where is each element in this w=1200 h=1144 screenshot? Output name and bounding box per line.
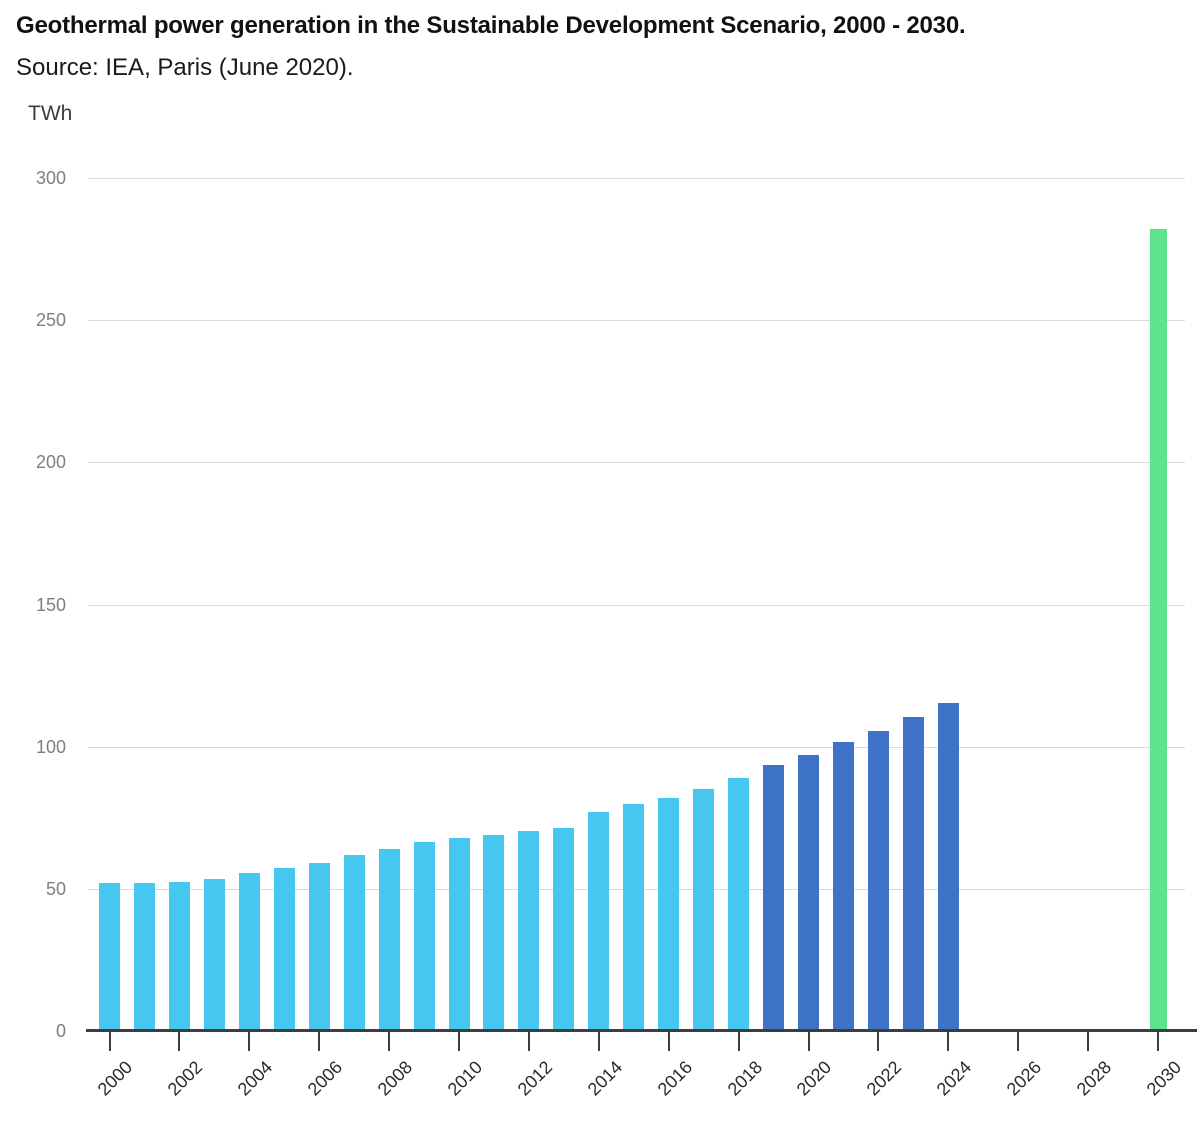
y-tick-label-300: 300 [35,168,66,189]
x-tick-label-2008: 2008 [373,1057,417,1100]
x-tick-2020 [807,1032,810,1051]
y-tick-label-0: 0 [55,1021,66,1041]
x-tick-label-2026: 2026 [1002,1057,1046,1100]
chart-title: Geothermal power generation in the Susta… [16,12,966,39]
gridline-250 [88,320,1185,322]
gridline-300 [88,178,1185,180]
gridline-200 [88,462,1185,464]
x-tick-label-2028: 2028 [1072,1057,1116,1100]
x-axis-line [86,1029,1197,1032]
bar-2023 [902,716,924,1031]
bar-2022 [867,731,889,1031]
bar-2008 [378,849,400,1031]
bar-2021 [832,742,854,1031]
bar-2002 [168,881,190,1031]
bar-2010 [448,837,470,1031]
x-tick-2000 [108,1032,111,1051]
gridline-150 [88,604,1185,606]
x-tick-2026 [1017,1032,1020,1051]
x-tick-2024 [947,1032,950,1051]
x-tick-label-2002: 2002 [164,1057,207,1100]
x-tick-label-2004: 2004 [233,1057,277,1100]
y-tick-label-250: 250 [35,310,66,331]
y-tick-label-100: 100 [35,736,66,757]
bar-2012 [518,830,540,1031]
bar-2030 [1149,229,1167,1031]
bar-2018 [728,777,750,1031]
bar-2006 [308,863,330,1031]
bar-2000 [99,883,120,1031]
x-tick-label-2010: 2010 [443,1057,487,1100]
x-tick-2022 [877,1032,880,1051]
x-tick-2028 [1087,1032,1090,1051]
x-tick-2012 [527,1032,530,1051]
x-tick-2016 [667,1032,670,1051]
x-tick-2004 [248,1032,251,1051]
x-tick-label-2022: 2022 [863,1057,906,1100]
x-tick-label-2006: 2006 [303,1057,347,1100]
x-tick-2014 [597,1032,600,1051]
x-tick-2030 [1157,1032,1159,1051]
x-tick-label-2014: 2014 [583,1057,626,1100]
bar-2005 [273,867,295,1031]
bar-2007 [343,854,365,1031]
bar-2015 [623,803,645,1031]
x-tick-label-2024: 2024 [932,1057,976,1100]
bar-2017 [693,789,715,1031]
bar-2024 [937,702,959,1031]
x-tick-label-2000: 2000 [94,1057,137,1100]
x-tick-2008 [388,1032,391,1051]
x-tick-label-2018: 2018 [723,1057,766,1100]
bar-2011 [483,834,505,1031]
bar-2003 [203,878,225,1031]
bar-2019 [763,765,785,1031]
x-tick-label-2012: 2012 [513,1057,557,1100]
y-axis-unit-label: TWh [28,102,73,125]
x-tick-2018 [737,1032,740,1051]
chart-subtitle: Source: IEA, Paris (June 2020). [16,54,354,81]
x-tick-label-2020: 2020 [793,1057,836,1100]
x-tick-2002 [178,1032,181,1051]
bar-2004 [238,873,260,1031]
bar-2014 [588,812,610,1031]
bar-2001 [133,883,155,1031]
bar-2013 [553,827,575,1031]
y-tick-label-150: 150 [35,594,66,615]
y-tick-label-50: 50 [45,878,66,899]
bar-2020 [798,755,819,1031]
x-tick-2006 [318,1032,321,1051]
bar-2009 [413,841,435,1031]
y-tick-label-200: 200 [35,452,66,473]
x-tick-label-2016: 2016 [653,1057,696,1100]
x-tick-label-2030: 2030 [1142,1057,1186,1100]
bar-2016 [658,797,680,1031]
gridline-100 [88,746,1185,748]
x-tick-2010 [458,1032,460,1051]
